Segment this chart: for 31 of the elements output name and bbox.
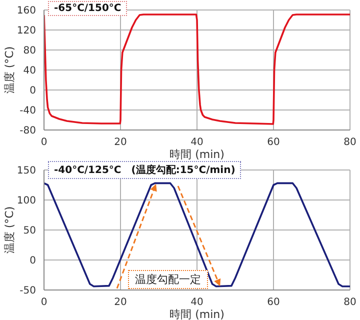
- annotation: -65°C/150°C: [48, 1, 128, 16]
- annotation: 温度勾配一定: [128, 270, 208, 290]
- annotation: -40°C/125°C (温度勾配:15°C/min): [48, 161, 242, 179]
- x-axis-title: 時間 (min): [170, 308, 224, 320]
- y-tick-label: -40: [20, 106, 36, 117]
- x-tick-label: 0: [40, 137, 48, 148]
- y-tick-label: 40: [23, 66, 36, 77]
- y-tick-label: 100: [16, 196, 36, 207]
- y-tick-label: 0: [30, 256, 36, 267]
- y-tick-label: 0: [30, 86, 36, 97]
- y-tick-label: -80: [20, 126, 36, 137]
- y-tick-label: 50: [23, 226, 36, 237]
- line-series: [44, 182, 350, 288]
- x-tick-label: 0: [40, 297, 48, 308]
- y-axis-title: 温度 (°C): [3, 46, 16, 94]
- x-tick-label: 80: [344, 297, 356, 308]
- x-tick-label: 20: [114, 137, 127, 148]
- x-tick-label: 40: [190, 297, 204, 308]
- x-tick-label: 20: [114, 297, 127, 308]
- y-tick-label: 150: [16, 166, 36, 177]
- line-series: [44, 14, 350, 125]
- x-tick-label: 60: [267, 137, 280, 148]
- y-tick-label: 120: [16, 26, 36, 37]
- x-tick-label: 80: [344, 137, 356, 148]
- x-tick-label: 40: [190, 137, 204, 148]
- x-axis-title: 時間 (min): [170, 148, 224, 161]
- y-tick-label: -50: [20, 286, 36, 297]
- y-tick-label: 80: [23, 46, 36, 57]
- y-tick-label: 160: [16, 6, 36, 17]
- y-axis-title: 温度 (°C): [3, 206, 16, 254]
- x-tick-label: 60: [267, 297, 280, 308]
